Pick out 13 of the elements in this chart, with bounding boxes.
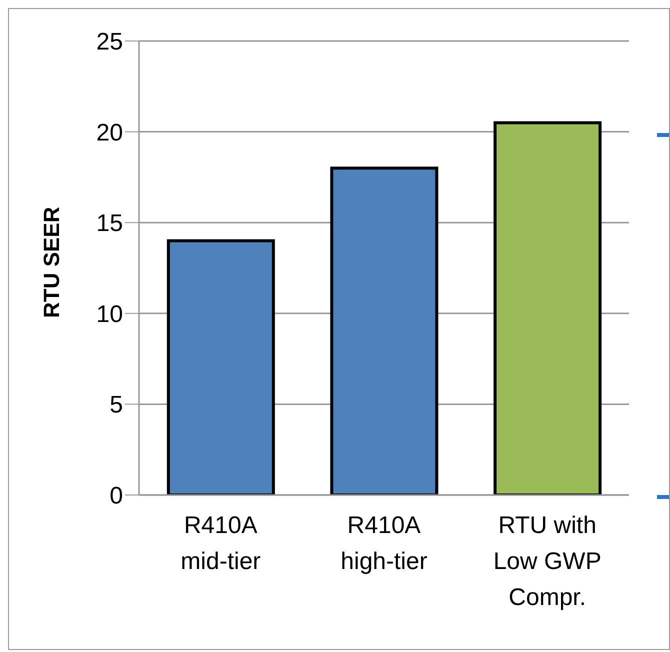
x-tick-label: R410A high-tier <box>340 512 428 575</box>
x-tick-label: R410A mid-tier <box>180 512 261 575</box>
y-tick-label: 10 <box>96 300 123 328</box>
y-tick-label: 15 <box>96 210 123 238</box>
bar <box>330 166 438 495</box>
bar <box>166 239 275 495</box>
y-tick-label: 25 <box>96 28 123 56</box>
y-tick-label: 20 <box>96 119 123 146</box>
y-axis-title: RTU SEER <box>38 206 64 318</box>
bar <box>494 121 602 495</box>
y-tick-label: 5 <box>110 392 123 419</box>
x-tick-label: RTU with Low GWP Compr. <box>493 512 602 611</box>
y-tick-label: 0 <box>110 482 123 510</box>
